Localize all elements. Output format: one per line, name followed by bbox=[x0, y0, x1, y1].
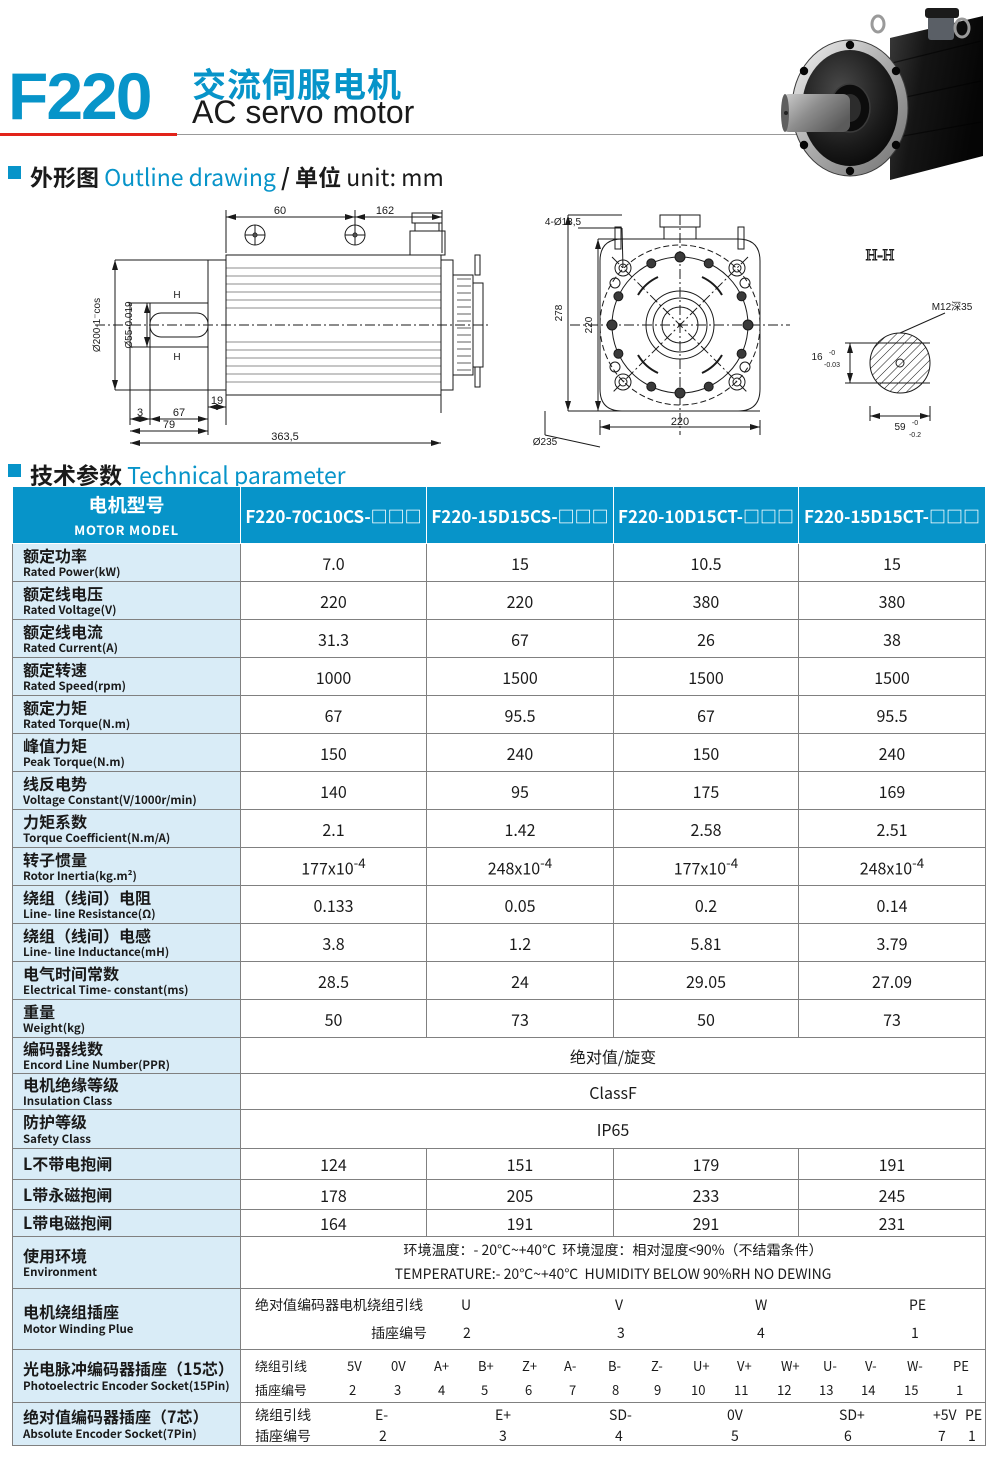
svg-text:4-Ø13,5: 4-Ø13,5 bbox=[545, 217, 582, 228]
svg-text:M12深35: M12深35 bbox=[932, 301, 973, 313]
svg-text:Ø55-0.019: Ø55-0.019 bbox=[124, 301, 135, 349]
svg-text:220: 220 bbox=[671, 416, 689, 428]
svg-text:H-H: H-H bbox=[866, 247, 895, 264]
svg-text:H: H bbox=[173, 290, 180, 301]
svg-text:67: 67 bbox=[173, 407, 185, 419]
svg-text:Ø235: Ø235 bbox=[533, 437, 558, 448]
svg-text:H: H bbox=[173, 352, 180, 363]
svg-text:220: 220 bbox=[584, 316, 595, 333]
svg-text:-0: -0 bbox=[829, 350, 835, 357]
svg-text:278: 278 bbox=[554, 304, 565, 321]
svg-text:Ø200-1⁻cos: Ø200-1⁻cos bbox=[92, 298, 103, 352]
svg-text:59: 59 bbox=[894, 422, 906, 433]
svg-text:-0: -0 bbox=[912, 420, 918, 427]
svg-text:363,5: 363,5 bbox=[271, 431, 299, 443]
svg-text:60: 60 bbox=[274, 205, 286, 217]
svg-text:19: 19 bbox=[211, 395, 223, 407]
svg-text:-0.2: -0.2 bbox=[909, 432, 921, 439]
svg-text:162: 162 bbox=[376, 205, 394, 217]
svg-text:16: 16 bbox=[811, 352, 823, 363]
svg-text:79: 79 bbox=[163, 419, 175, 431]
svg-text:-0.03: -0.03 bbox=[824, 362, 840, 369]
svg-text:3: 3 bbox=[137, 407, 143, 419]
